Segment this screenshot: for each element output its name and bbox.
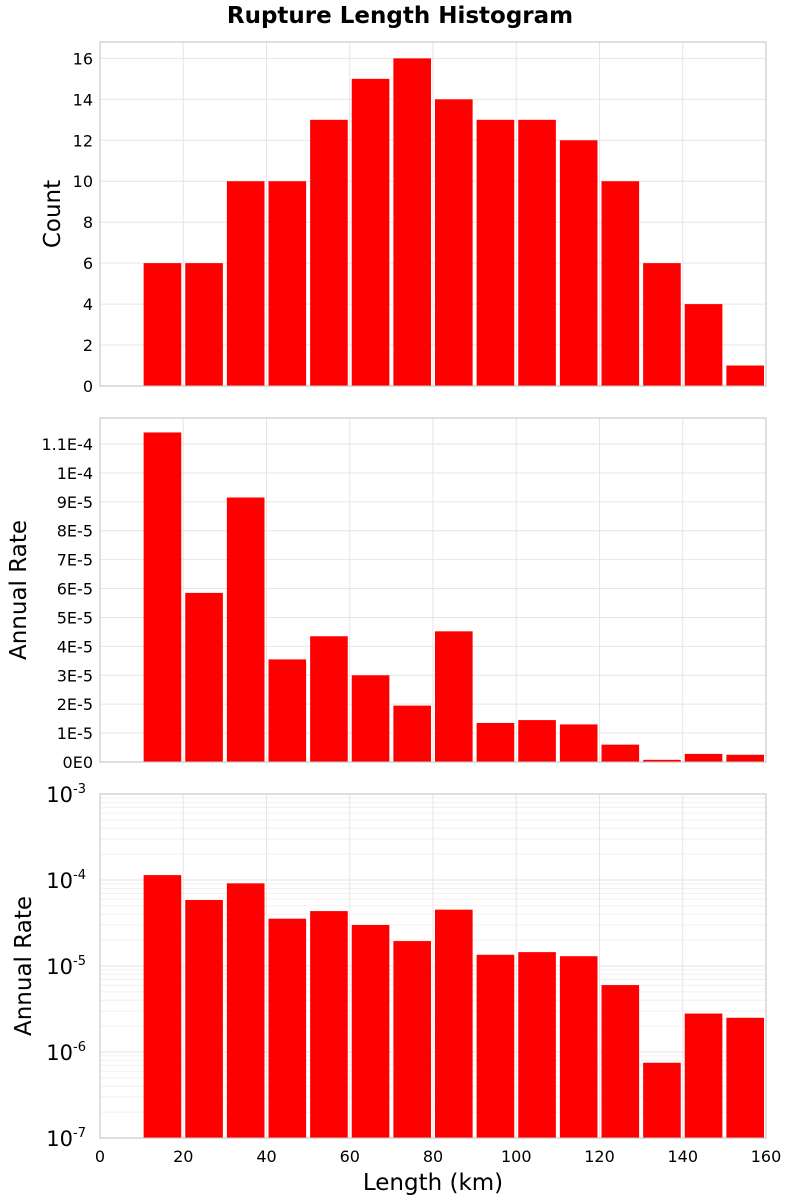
y-tick-labels: 0 2 4 6 8 10 12 14 16: [73, 49, 93, 396]
bar: [726, 754, 764, 762]
y-tick-label: 8: [83, 213, 93, 232]
bar: [435, 909, 473, 1138]
bar: [185, 900, 223, 1138]
bar: [476, 954, 515, 1138]
y-tick-label: 1.1E-4: [41, 435, 93, 454]
bar: [393, 58, 431, 386]
bar: [559, 956, 598, 1138]
bar: [559, 140, 598, 386]
plot-frame: [99, 793, 767, 1139]
bar: [684, 304, 723, 386]
y-tick-label: 14: [73, 90, 93, 109]
y-tick-label: 10-6: [46, 1040, 86, 1065]
bar: [518, 119, 556, 387]
bar: [143, 875, 182, 1138]
bar: [185, 263, 223, 386]
bar: [185, 592, 223, 762]
bars: [143, 432, 764, 762]
y-tick-label: 10-3: [46, 782, 86, 807]
plot-frame: [99, 417, 767, 763]
bar: [143, 432, 182, 762]
bar: [643, 759, 681, 762]
bar: [268, 181, 307, 386]
y-tick-label: 10-4: [46, 868, 86, 893]
x-tick-label: 60: [340, 1147, 360, 1166]
y-tick-label: 16: [73, 49, 93, 68]
bar: [393, 705, 431, 762]
bar: [310, 636, 348, 762]
bar: [351, 924, 390, 1138]
bar: [601, 181, 640, 386]
panel-3: 10-7 10-6 10-5 10-4 10-3 Annual Rate: [11, 782, 767, 1151]
bar: [476, 722, 515, 762]
y-tick-labels: 10-7 10-6 10-5 10-4 10-3: [46, 782, 86, 1151]
bar: [518, 720, 556, 762]
panel-2: 0E0 1E-5 2E-5 3E-5 4E-5 5E-5 6E-5 7E-5 8E-5 9E-5 1…: [6, 417, 767, 772]
chart-title: Rupture Length Histogram: [227, 3, 573, 29]
bar: [726, 365, 764, 386]
bar: [351, 675, 390, 762]
bar: [226, 181, 265, 386]
bar: [684, 1013, 723, 1138]
bar: [643, 263, 681, 386]
bar: [435, 99, 473, 386]
x-tick-label: 160: [751, 1147, 782, 1166]
bar: [143, 263, 182, 386]
bar: [310, 119, 348, 387]
bar: [268, 918, 307, 1138]
panel-1: 0 2 4 6 8 10 12 14 16 Count: [40, 41, 767, 396]
y-tick-label: 7E-5: [57, 551, 93, 570]
y-tick-label: 4E-5: [57, 637, 93, 656]
x-tick-label: 100: [501, 1147, 532, 1166]
bars: [143, 875, 764, 1138]
y-tick-label: 8E-5: [57, 522, 93, 541]
y-tick-label: 0E0: [63, 753, 93, 772]
x-tick-label: 0: [95, 1147, 105, 1166]
y-tick-label: 10-5: [46, 954, 86, 979]
bar: [351, 78, 390, 386]
bar: [435, 631, 473, 762]
bar: [643, 1062, 681, 1138]
y-tick-label: 6: [83, 254, 93, 273]
x-tick-label: 120: [584, 1147, 615, 1166]
bar: [601, 744, 640, 762]
y-tick-label: 1E-4: [57, 464, 93, 483]
plot-frame: [99, 41, 767, 387]
bar: [393, 941, 431, 1138]
bar: [601, 985, 640, 1138]
bar: [518, 952, 556, 1138]
bar: [226, 497, 265, 762]
x-tick-label: 140: [667, 1147, 698, 1166]
y-tick-label: 2E-5: [57, 695, 93, 714]
y-tick-labels: 0E0 1E-5 2E-5 3E-5 4E-5 5E-5 6E-5 7E-5 8E-5 9E-5 1…: [41, 435, 93, 772]
x-axis-label: Length (km): [363, 1170, 503, 1196]
bar: [268, 659, 307, 762]
y-tick-label: 2: [83, 336, 93, 355]
bar: [684, 753, 723, 762]
y-tick-label: 1E-5: [57, 724, 93, 743]
bar: [310, 911, 348, 1138]
y-tick-label: 4: [83, 295, 93, 314]
bar: [476, 119, 515, 387]
y-tick-label: 6E-5: [57, 580, 93, 599]
bar: [226, 883, 265, 1138]
bar: [559, 724, 598, 762]
x-tick-label: 40: [256, 1147, 276, 1166]
x-tick-label: 20: [173, 1147, 193, 1166]
y-tick-label: 10-7: [46, 1126, 86, 1151]
y-tick-label: 5E-5: [57, 608, 93, 627]
y-tick-label: 10: [73, 172, 93, 191]
y-tick-label: 0: [83, 377, 93, 396]
y-tick-label: 9E-5: [57, 493, 93, 512]
bar: [726, 1017, 764, 1138]
y-axis-label: Annual Rate: [6, 520, 32, 660]
y-tick-label: 12: [73, 131, 93, 150]
y-axis-label: Annual Rate: [11, 896, 37, 1036]
y-axis-label: Count: [40, 180, 66, 248]
y-tick-label: 3E-5: [57, 666, 93, 685]
x-tick-labels: 0 20 40 60 80 100 120 140 160: [95, 1147, 781, 1166]
x-tick-label: 80: [423, 1147, 443, 1166]
bars: [143, 58, 764, 387]
